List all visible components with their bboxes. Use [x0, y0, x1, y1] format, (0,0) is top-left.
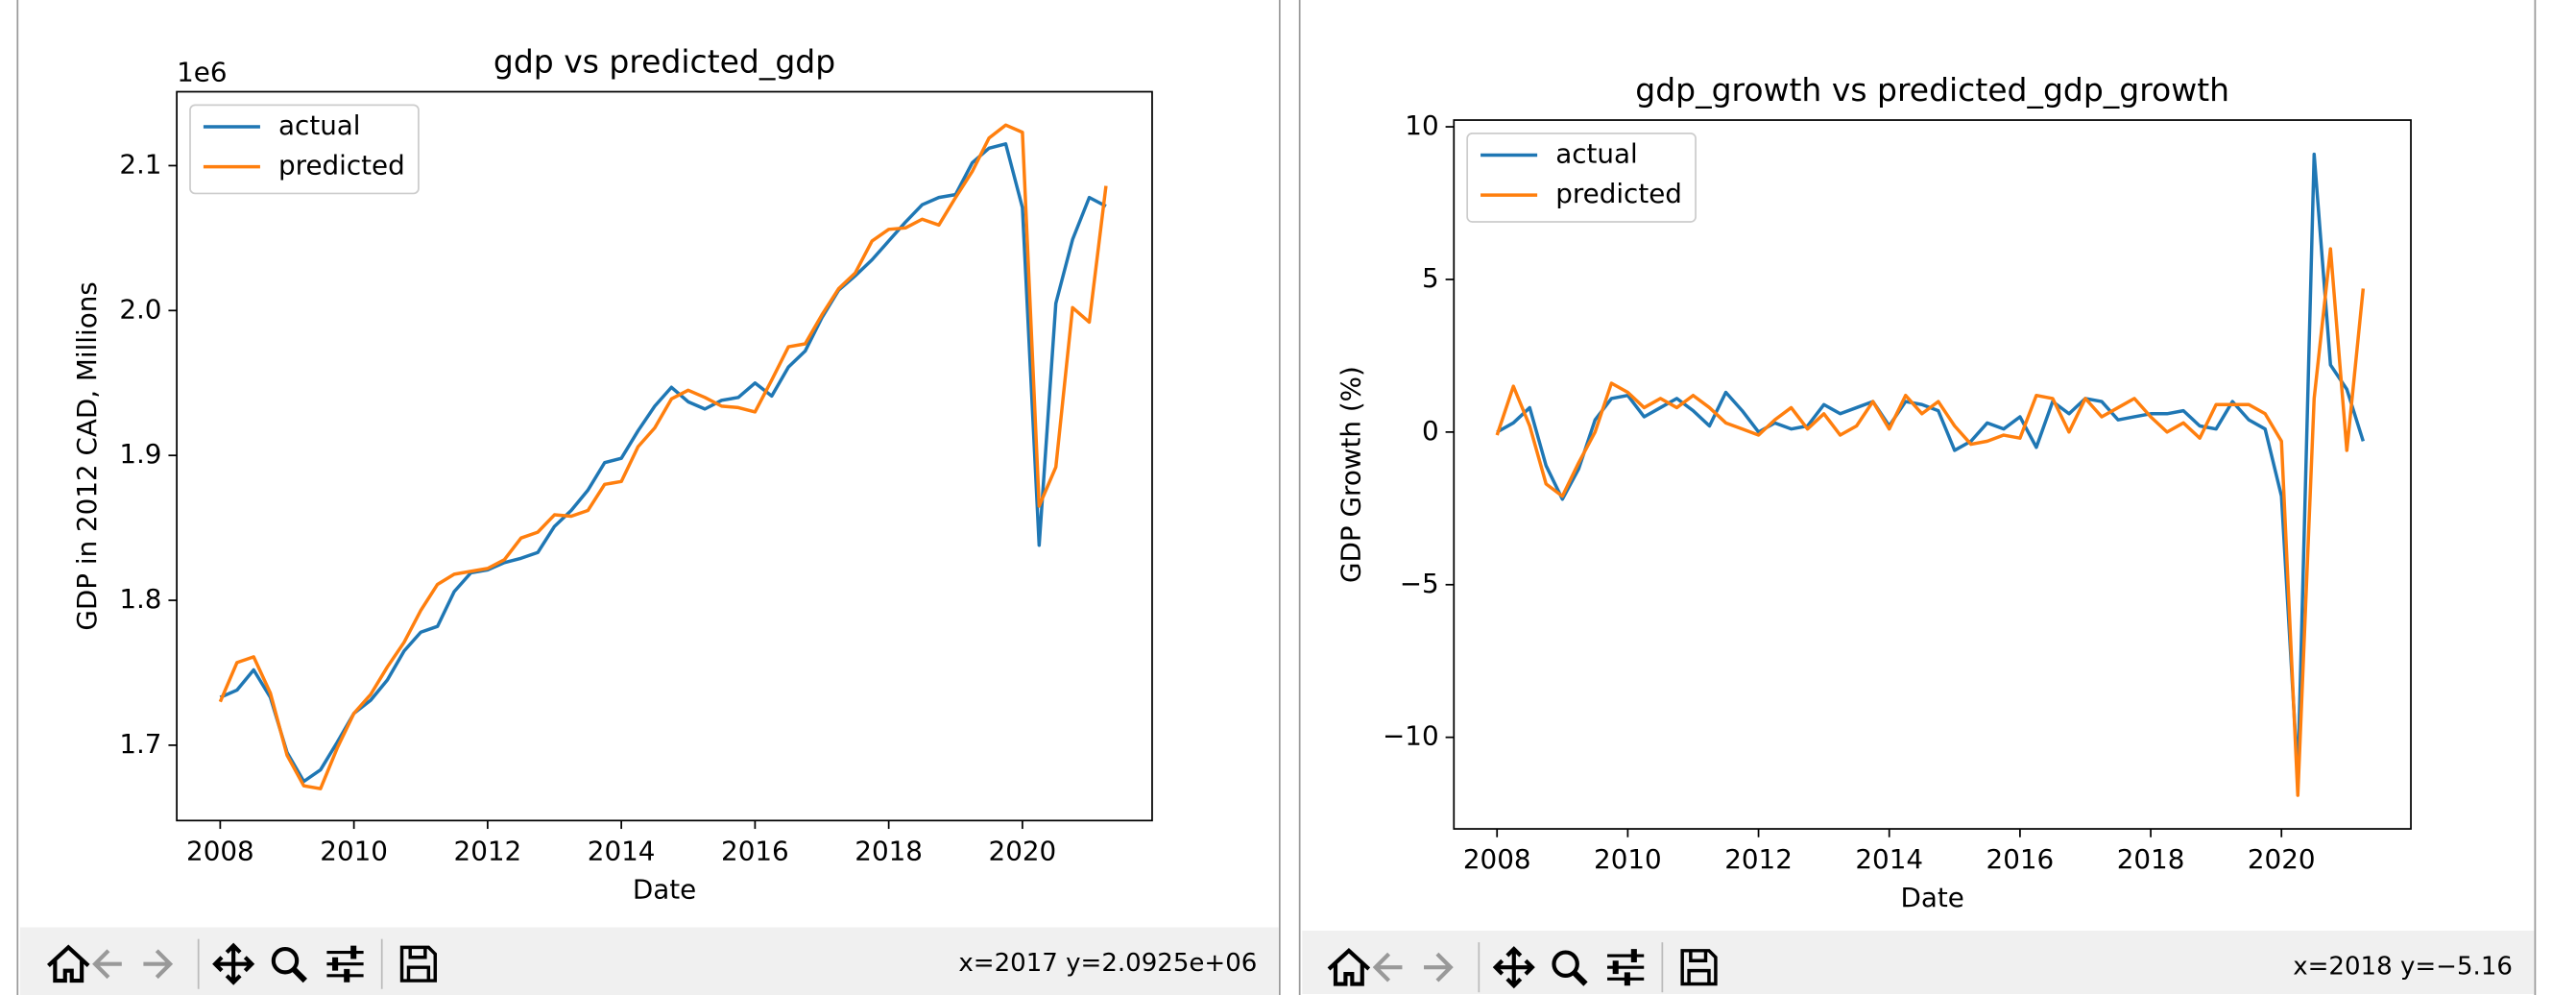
toolbar-buttons	[46, 938, 438, 989]
legend-label: predicted	[278, 150, 405, 182]
series-line	[219, 142, 1107, 784]
axes-frame	[1453, 119, 2412, 830]
icon	[143, 949, 174, 980]
configure-button[interactable]	[326, 945, 364, 983]
status-text: x=2017 y=2.0925e+06	[958, 949, 1257, 978]
y-tick-label: 1.9	[119, 438, 161, 470]
icon	[399, 945, 438, 983]
y-tick-label: −10	[1383, 720, 1439, 752]
y-tick-label: 2.0	[119, 293, 161, 325]
configure-button[interactable]	[1607, 949, 1645, 986]
icon	[1372, 952, 1403, 983]
icon	[92, 949, 122, 980]
x-axis-label: Date	[633, 873, 696, 905]
home-button[interactable]	[1327, 947, 1371, 986]
pan-button[interactable]	[212, 942, 255, 985]
icon	[1612, 949, 1637, 986]
series-line	[218, 123, 1108, 790]
x-tick-label: 2020	[2248, 843, 2316, 875]
x-tick-label: 2008	[1463, 843, 1531, 875]
icon	[271, 946, 300, 975]
back-button[interactable]	[92, 949, 122, 980]
icon	[46, 944, 90, 983]
back-button[interactable]	[1372, 952, 1403, 983]
x-tick-label: 2008	[186, 835, 254, 866]
x-tick-label: 2014	[1855, 843, 1923, 875]
save-button[interactable]	[399, 945, 438, 983]
x-tick-label: 2012	[1724, 843, 1793, 875]
y-axis-label: GDP in 2012 CAD, Millions	[71, 281, 103, 630]
pan-button[interactable]	[1492, 946, 1535, 989]
y-axis-label: GDP Growth (%)	[1335, 366, 1366, 583]
icon	[1327, 947, 1371, 986]
toolbar-buttons	[1327, 942, 1718, 993]
forward-button[interactable]	[143, 949, 174, 980]
x-tick-label: 2010	[320, 835, 388, 866]
icon	[291, 966, 307, 983]
legend-label: predicted	[1555, 178, 1682, 209]
legend-label: actual	[278, 109, 361, 141]
icon	[1572, 970, 1588, 986]
x-tick-label: 2016	[721, 835, 789, 866]
icon	[1680, 949, 1718, 986]
left-toolbar	[19, 927, 1279, 995]
y-tick-label: 5	[1422, 262, 1439, 294]
x-tick-label: 2016	[1986, 843, 2055, 875]
right-toolbar	[1302, 930, 2535, 994]
y-tick-label: 0	[1422, 415, 1439, 447]
x-tick-label: 2014	[588, 835, 656, 866]
series-line	[1495, 247, 2366, 797]
x-axis-label: Date	[1900, 882, 1963, 913]
zoom-button[interactable]	[271, 946, 307, 983]
zoom-button[interactable]	[1552, 950, 1588, 986]
plot-area	[177, 91, 1152, 821]
x-tick-label: 2010	[1594, 843, 1662, 875]
x-tick-label: 2020	[989, 835, 1057, 866]
save-button[interactable]	[1680, 949, 1718, 986]
chart-title: gdp vs predicted_gdp	[494, 42, 835, 80]
icon	[1492, 946, 1535, 989]
y-tick-label: 2.1	[119, 148, 161, 180]
x-tick-label: 2018	[2117, 843, 2185, 875]
icon	[332, 945, 357, 983]
plot-area	[1454, 120, 2412, 830]
y-tick-label: 1.8	[119, 583, 161, 615]
y-offset-label: 1e6	[177, 56, 227, 87]
icon	[1424, 952, 1454, 983]
chart-title: gdp_growth vs predicted_gdp_growth	[1635, 71, 2229, 109]
forward-button[interactable]	[1424, 952, 1454, 983]
chart: 2008 2010 2012 2014 2016 2018 2020 −10 −5 0 5 10 gdp…	[1335, 71, 2412, 913]
icon	[1552, 950, 1579, 978]
icon	[212, 942, 255, 985]
y-tick-label: −5	[1400, 568, 1439, 599]
legend-label: actual	[1555, 137, 1638, 169]
y-tick-label: 1.7	[119, 728, 161, 760]
y-tick-label: 10	[1405, 109, 1438, 141]
chart: 2008 2010 2012 2014 2016 2018 2020 1.7 1.8 1.9 2.0…	[71, 42, 1153, 905]
home-button[interactable]	[46, 944, 90, 983]
status-text: x=2018 y=−5.16	[2293, 953, 2513, 982]
x-tick-label: 2012	[454, 835, 522, 866]
x-tick-label: 2018	[855, 835, 923, 866]
